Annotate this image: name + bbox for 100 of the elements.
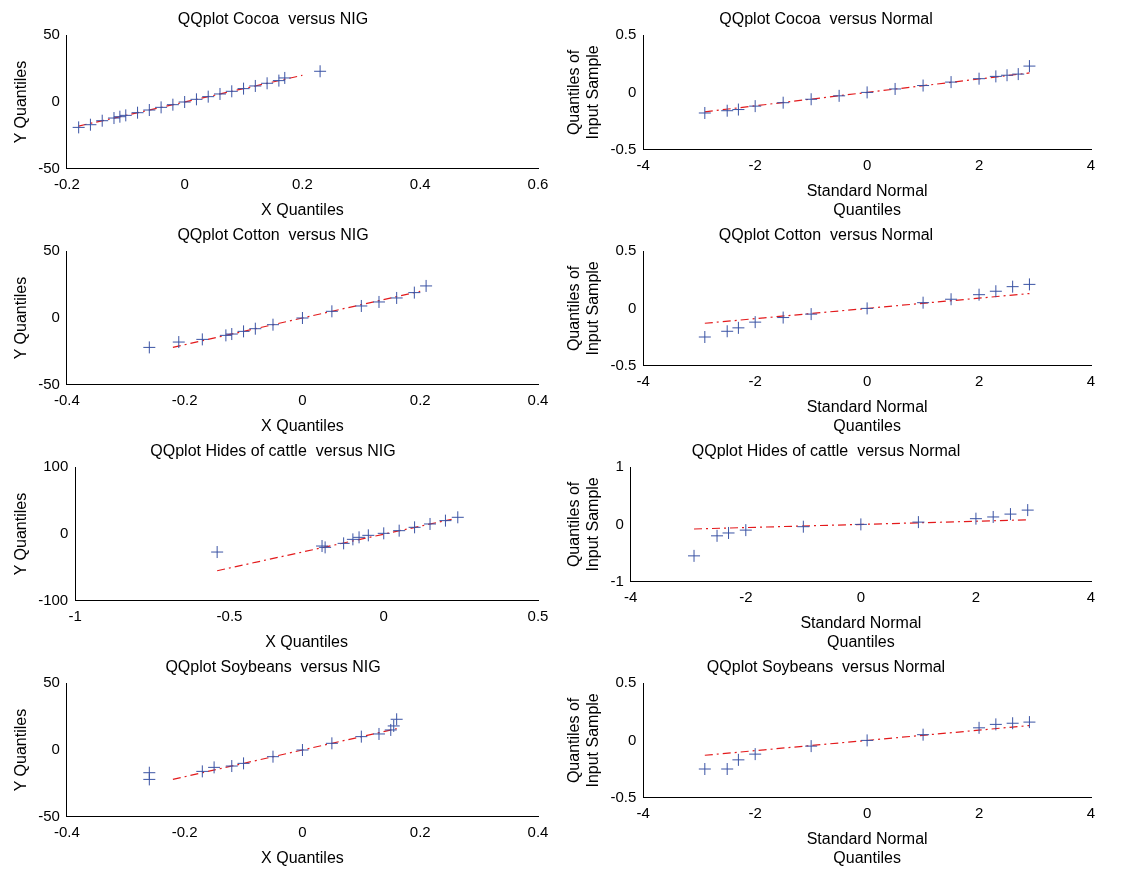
y-tick-label: 50 xyxy=(43,25,60,43)
point xyxy=(295,743,309,757)
x-axis-title: Standard Normal Quantiles xyxy=(806,181,928,218)
point xyxy=(213,87,227,101)
point xyxy=(266,318,280,332)
point xyxy=(1006,716,1020,730)
point xyxy=(911,515,925,529)
x-tick-label: 0 xyxy=(856,587,866,605)
x-tick-label: 0.2 xyxy=(409,390,431,408)
point xyxy=(776,96,790,110)
point xyxy=(860,85,874,99)
x-tick-label: 4 xyxy=(1086,371,1096,389)
y-tick-label: -50 xyxy=(38,806,60,824)
x-tick-label: -2 xyxy=(739,587,753,605)
x-tick-label: 0.4 xyxy=(527,822,549,840)
chart-title: QQplot Cotton versus NIG xyxy=(177,226,369,244)
point xyxy=(154,100,168,114)
point xyxy=(854,517,868,531)
point xyxy=(710,529,724,543)
x-tick-label: -4 xyxy=(636,803,650,821)
point xyxy=(119,108,133,122)
x-tick-label: -1 xyxy=(68,606,82,624)
x-tick-label: 0 xyxy=(379,606,388,624)
x-tick-label: 0.2 xyxy=(409,822,431,840)
point xyxy=(225,759,239,773)
point xyxy=(237,82,251,96)
point xyxy=(722,526,736,540)
point xyxy=(916,728,930,742)
y-tick-label: 0 xyxy=(51,92,60,110)
point xyxy=(944,75,958,89)
y-tick-label: 1 xyxy=(615,457,624,475)
x-tick-label: 4 xyxy=(1086,587,1096,605)
point xyxy=(95,114,109,128)
point xyxy=(731,753,745,767)
point xyxy=(278,71,292,85)
y-tick-label: -100 xyxy=(38,590,69,608)
point xyxy=(219,328,233,342)
x-tick-label: -0.5 xyxy=(216,606,243,624)
y-tick-label: 0.5 xyxy=(615,673,637,691)
x-axis-title: Standard Normal Quantiles xyxy=(800,613,922,650)
y-tick-label: 0 xyxy=(615,514,624,532)
x-tick-label: 4 xyxy=(1086,155,1096,173)
point xyxy=(804,739,818,753)
point xyxy=(210,545,224,559)
x-tick-label: -0.2 xyxy=(53,174,80,192)
y-axis-title: Quantiles of Input Sample xyxy=(565,261,602,356)
x-tick-label: -2 xyxy=(748,803,762,821)
point xyxy=(860,733,874,747)
y-axis-title: Quantiles of Input Sample xyxy=(565,45,602,140)
point xyxy=(1022,59,1036,73)
chart-title: QQplot Cotton versus Normal xyxy=(718,226,934,244)
point xyxy=(142,340,156,354)
x-tick-label: -2 xyxy=(748,155,762,173)
x-axis-title: Standard Normal Quantiles xyxy=(806,829,928,866)
point xyxy=(1021,503,1035,517)
x-tick-label: 2 xyxy=(974,371,984,389)
y-tick-label: 0 xyxy=(627,730,637,748)
x-tick-label: 0.4 xyxy=(527,390,549,408)
x-tick-label: 0 xyxy=(298,822,307,840)
point xyxy=(237,324,251,338)
chart-title: QQplot Hides of cattle versus NIG xyxy=(150,442,396,460)
point xyxy=(354,299,368,313)
point xyxy=(384,723,398,737)
y-tick-label: 0 xyxy=(51,308,60,326)
point xyxy=(986,510,1000,524)
x-tick-label: -0.2 xyxy=(171,390,198,408)
point xyxy=(201,90,215,104)
y-tick-label: -50 xyxy=(38,158,60,176)
y-tick-label: -1 xyxy=(610,571,624,589)
point xyxy=(451,510,465,524)
y-tick-label: 0.5 xyxy=(615,241,637,259)
x-tick-label: 2 xyxy=(974,803,984,821)
x-tick-label: 4 xyxy=(1086,803,1096,821)
x-tick-label: 0.5 xyxy=(527,606,549,624)
point xyxy=(172,335,186,349)
point xyxy=(720,324,734,338)
point xyxy=(377,526,391,540)
point xyxy=(989,284,1003,298)
point xyxy=(776,311,790,325)
y-axis-title: Quantiles of Input Sample xyxy=(565,693,602,788)
x-axis-title: X Quantiles xyxy=(265,632,348,650)
point xyxy=(107,111,121,125)
point xyxy=(739,523,753,537)
chart-title: QQplot Hides of cattle versus Normal xyxy=(691,442,961,460)
point xyxy=(916,296,930,310)
chart-title: QQplot Soybeans versus Normal xyxy=(706,658,946,676)
point xyxy=(796,520,810,534)
y-tick-label: 0 xyxy=(51,740,60,758)
point xyxy=(748,99,762,113)
point xyxy=(832,89,846,103)
x-tick-label: 0 xyxy=(862,803,872,821)
point xyxy=(408,520,422,534)
x-axis-title: Standard Normal Quantiles xyxy=(806,397,928,434)
y-axis-title: Y Quantiles xyxy=(12,276,30,360)
point xyxy=(407,286,421,300)
x-tick-label: -0.2 xyxy=(171,822,198,840)
y-axis-title: Y Quantiles xyxy=(12,492,30,576)
point xyxy=(989,717,1003,731)
point xyxy=(438,514,452,528)
point xyxy=(1003,507,1017,521)
